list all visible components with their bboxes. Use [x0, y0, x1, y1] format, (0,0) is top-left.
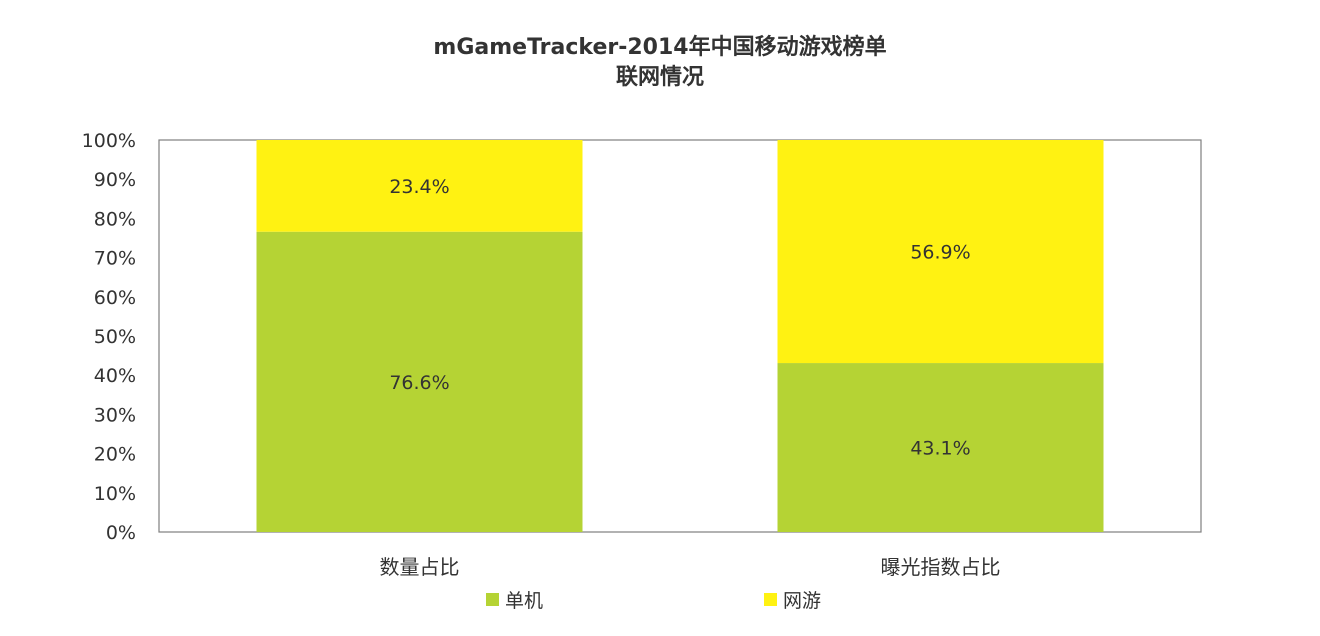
data-label: 23.4% — [389, 176, 449, 198]
bar-segment-standalone — [777, 363, 1104, 532]
x-category-label: 数量占比 — [380, 555, 460, 579]
data-label: 56.9% — [910, 242, 970, 264]
legend-label-standalone: 单机 — [505, 590, 544, 612]
legend-item-online: 网游 — [764, 586, 821, 613]
chart-title: mGameTracker-2014年中国移动游戏榜单 — [433, 35, 887, 60]
y-tick-label: 40% — [94, 365, 136, 387]
y-axis: 0% 10% 20% 30% 40% 50% 60% 70% 80% 90% 100% — [82, 130, 136, 544]
bars: 76.6% 23.4% 43.1% 56.9% — [256, 140, 1104, 532]
y-tick-label: 50% — [94, 326, 136, 348]
data-label: 76.6% — [389, 372, 449, 394]
y-tick-label: 0% — [106, 522, 136, 544]
bar-segment-standalone — [256, 231, 583, 532]
y-tick-label: 90% — [94, 169, 136, 191]
y-tick-label: 60% — [94, 287, 136, 309]
legend-swatch-standalone — [486, 593, 499, 606]
legend-swatch-online — [764, 593, 777, 606]
legend-item-standalone: 单机 — [486, 586, 543, 613]
legend-label-online: 网游 — [783, 590, 822, 612]
y-tick-label: 70% — [94, 248, 136, 270]
x-category-label: 曝光指数占比 — [881, 555, 1001, 579]
y-tick-label: 100% — [82, 130, 136, 152]
bar-segment-online — [777, 140, 1104, 364]
plot-area-border — [158, 139, 1202, 533]
chart-subtitle: 联网情况 — [615, 65, 704, 90]
y-tick-label: 80% — [94, 208, 136, 230]
bar-segment-online — [256, 140, 583, 232]
y-tick-label: 10% — [94, 483, 136, 505]
data-label: 43.1% — [910, 438, 970, 460]
y-tick-label: 20% — [94, 444, 136, 466]
y-tick-label: 30% — [94, 404, 136, 426]
x-axis: 数量占比 曝光指数占比 — [380, 555, 1001, 579]
